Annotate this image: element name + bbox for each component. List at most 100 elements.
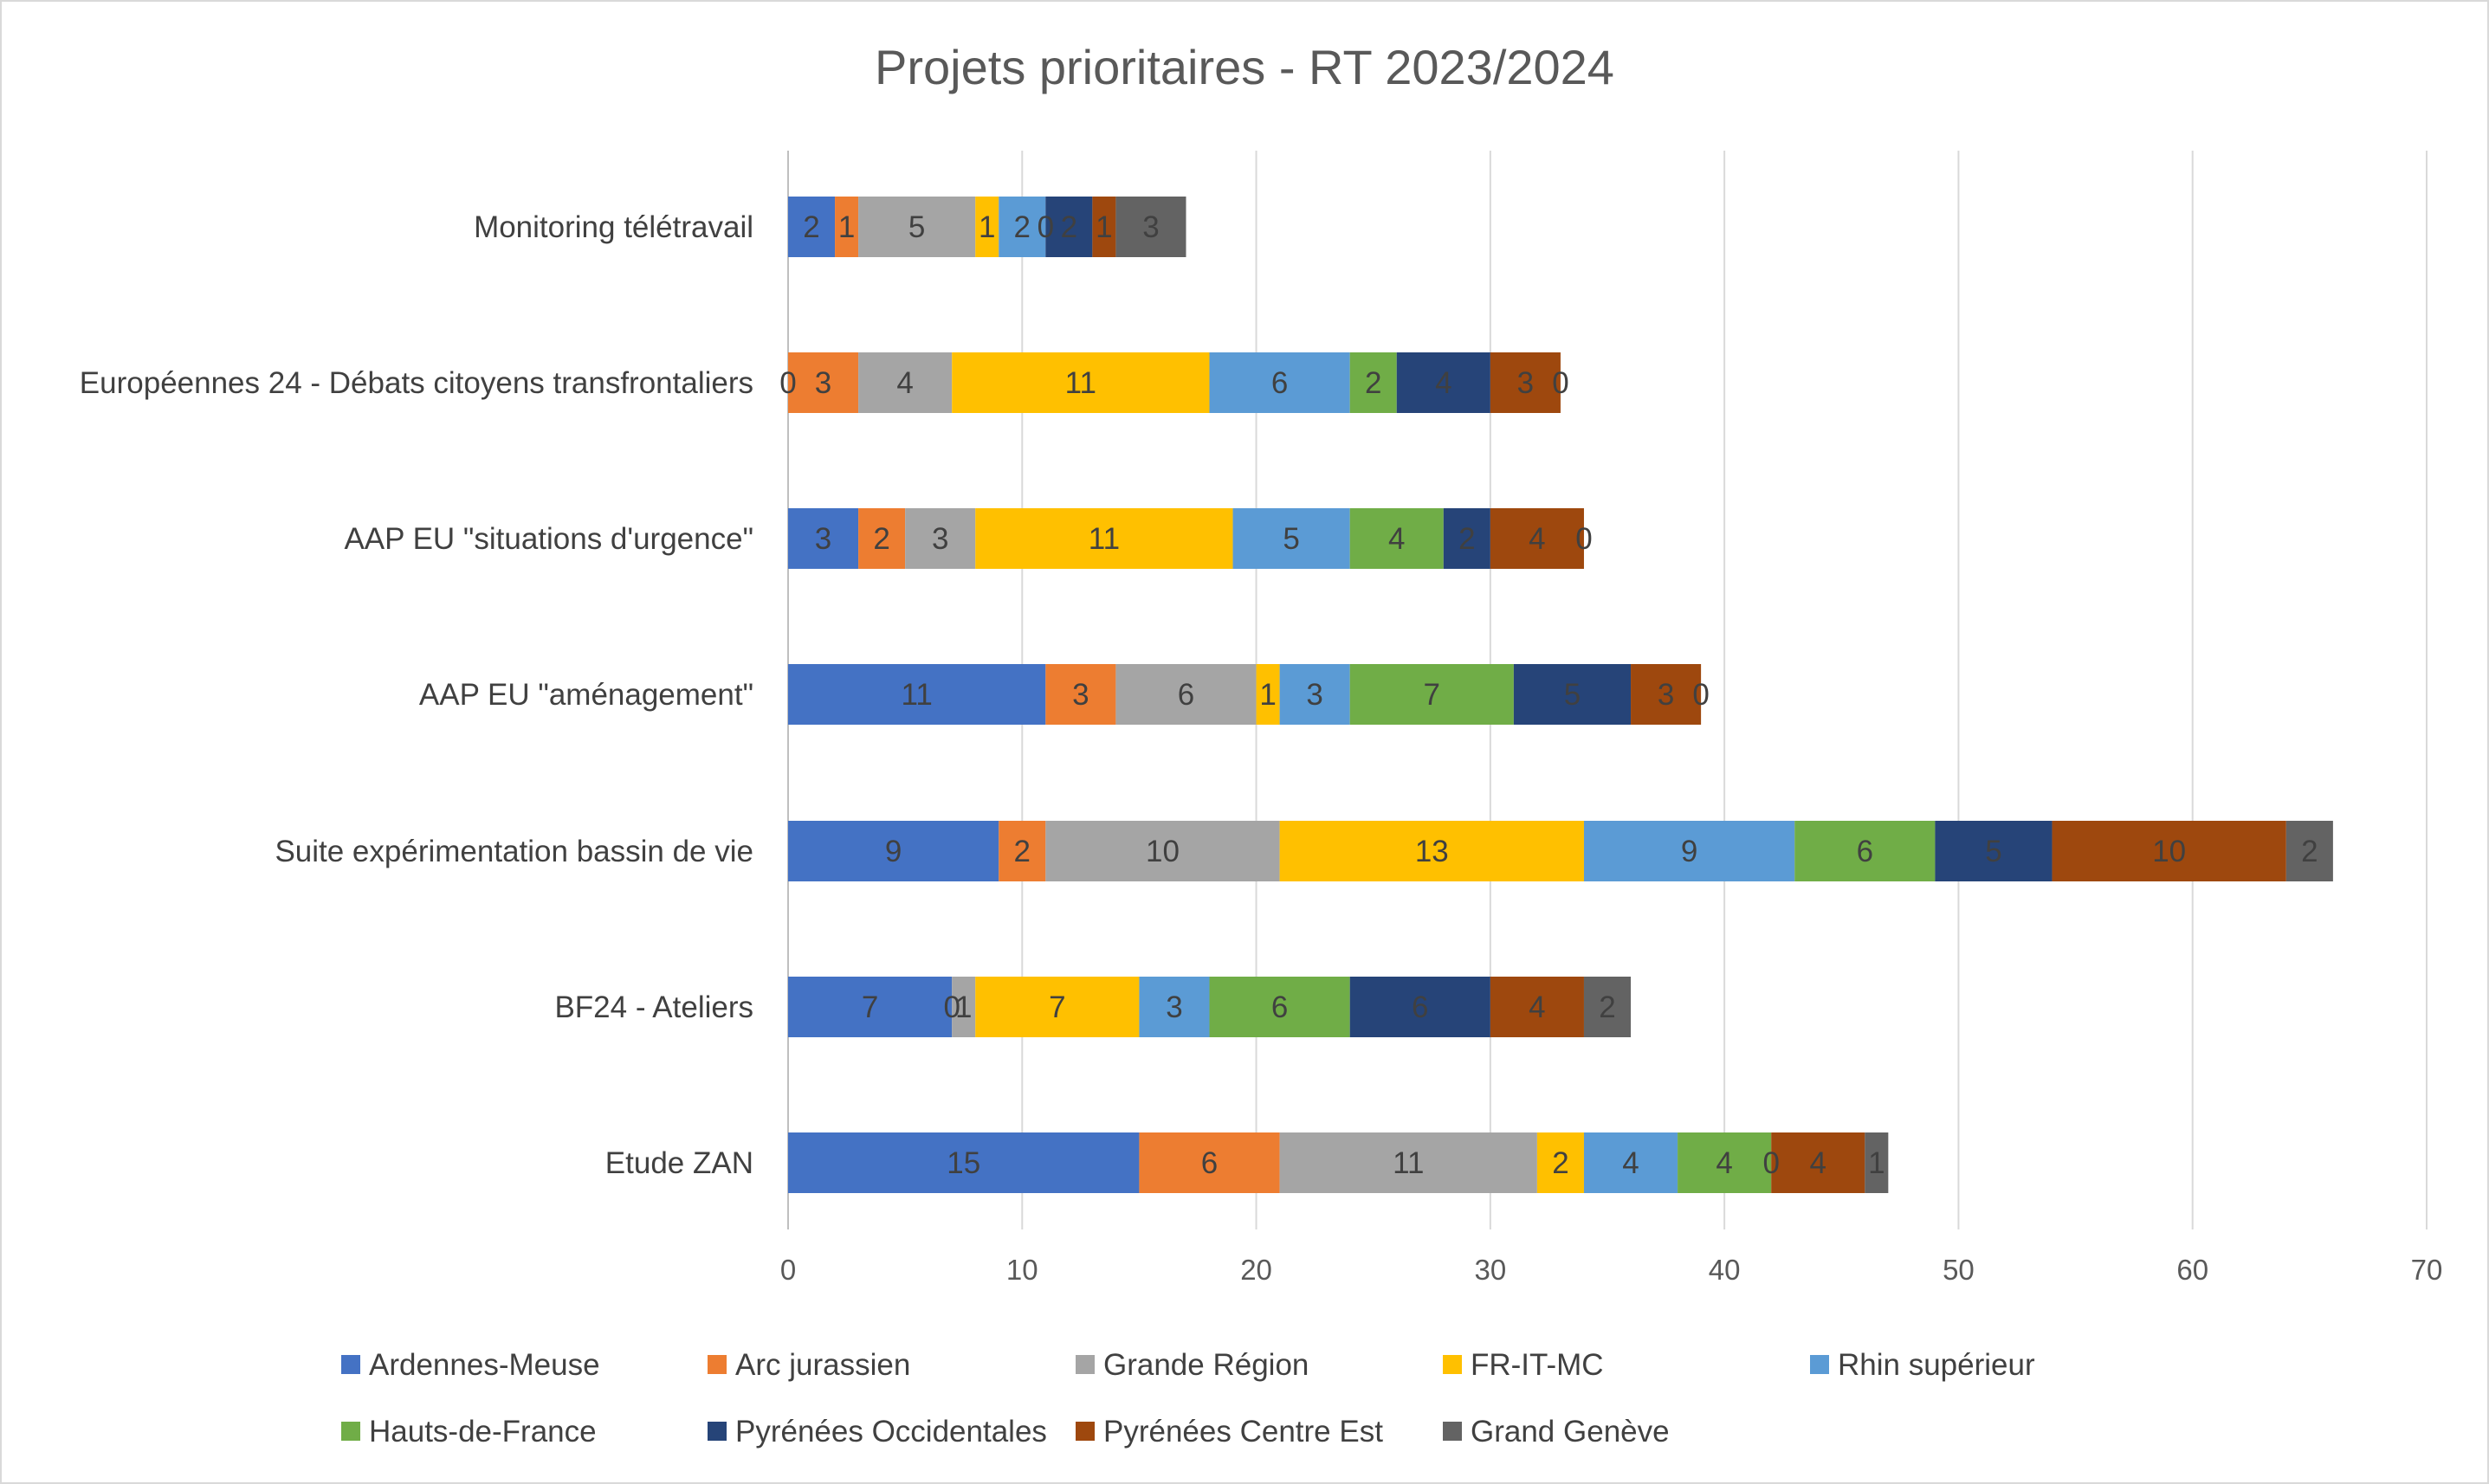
- bar-segment-grand-geneve: [1115, 197, 1186, 257]
- legend-swatch: [1076, 1355, 1095, 1374]
- data-label: 5: [1564, 678, 1581, 712]
- data-label: 10: [1146, 835, 1180, 868]
- legend-label: Arc jurassien: [735, 1348, 910, 1382]
- legend-item-fr-it-mc: FR-IT-MC: [1443, 1348, 1604, 1382]
- legend-label: FR-IT-MC: [1471, 1348, 1604, 1382]
- data-label: 3: [1072, 678, 1089, 712]
- x-tick-label: 60: [2176, 1254, 2208, 1286]
- legend-swatch: [1443, 1355, 1462, 1374]
- bar-segment-hauts-de-france: [1349, 664, 1514, 725]
- data-label: 4: [1388, 522, 1405, 556]
- data-label: 3: [932, 522, 948, 556]
- data-label: 1: [1096, 210, 1112, 244]
- data-label: 6: [1201, 1146, 1218, 1180]
- category-label: AAP EU "situations d'urgence": [344, 522, 753, 556]
- x-tick-label: 40: [1709, 1254, 1741, 1286]
- data-label: 6: [1178, 678, 1194, 712]
- data-label: 5: [1283, 522, 1299, 556]
- data-label: 11: [1065, 366, 1096, 400]
- data-label: 1: [1868, 1146, 1885, 1180]
- data-label: 9: [885, 835, 902, 868]
- bar-segment-pyrenees-centre-est: [1490, 977, 1584, 1037]
- data-label: 6: [1857, 835, 1873, 868]
- data-label: 2: [873, 522, 889, 556]
- data-label: 13: [1415, 835, 1449, 868]
- bar-segment-fr-it-mc: [975, 197, 999, 257]
- bar-segment-pyrenees-occidentales: [1349, 977, 1490, 1037]
- legend-label: Grande Région: [1103, 1348, 1309, 1382]
- data-label: 4: [1529, 522, 1545, 556]
- data-label: 2: [1365, 366, 1381, 400]
- data-label: 1: [955, 990, 972, 1024]
- legend-swatch: [708, 1422, 727, 1441]
- data-label: 0: [1038, 210, 1054, 244]
- legend-swatch: [341, 1355, 360, 1374]
- bar-segment-pyrenees-centre-est: [2052, 821, 2286, 881]
- bar-segment-fr-it-mc: [975, 977, 1140, 1037]
- data-label: 0: [1575, 522, 1592, 556]
- data-label: 4: [1529, 990, 1545, 1024]
- bar-segment-ardennes-meuse: [788, 821, 999, 881]
- legend-swatch: [341, 1422, 360, 1441]
- bar-segment-rhin-superieur: [1279, 664, 1350, 725]
- data-label: 7: [1049, 990, 1065, 1024]
- data-label: 3: [815, 522, 831, 556]
- data-label: 4: [1716, 1146, 1732, 1180]
- data-label: 7: [1424, 678, 1440, 712]
- legend-swatch: [1076, 1422, 1095, 1441]
- legend: Ardennes-Meuse Arc jurassien Grande Région…: [341, 1348, 2035, 1449]
- legend-swatch: [1810, 1355, 1829, 1374]
- bar-segment-rhin-superieur: [1583, 821, 1795, 881]
- bar-segment-grand-geneve: [1583, 977, 1632, 1037]
- bar-segment-hauts-de-france: [1678, 1132, 1772, 1193]
- data-label: 3: [1166, 990, 1182, 1024]
- data-label: 3: [815, 366, 831, 400]
- bar-segment-hauts-de-france: [1349, 352, 1397, 413]
- bar-segment-grande-region: [1045, 821, 1280, 881]
- bar-segment-fr-it-mc: [1256, 664, 1280, 725]
- bar-segment-ardennes-meuse: [788, 977, 953, 1037]
- bar-segment-rhin-superieur: [1139, 977, 1210, 1037]
- data-label: 2: [1014, 835, 1031, 868]
- bar-segment-grand-geneve: [1865, 1132, 1889, 1193]
- category-label: AAP EU "aménagement": [419, 678, 753, 712]
- data-label: 3: [1658, 678, 1674, 712]
- x-tick-label: 30: [1474, 1254, 1506, 1286]
- bar-segment-pyrenees-occidentales: [1935, 821, 2053, 881]
- data-label: 11: [901, 678, 932, 712]
- bar-segment-fr-it-mc: [1536, 1132, 1584, 1193]
- bar-segment-fr-it-mc: [952, 352, 1210, 413]
- data-label: 2: [2301, 835, 2318, 868]
- bar-segment-arc-jurassien: [858, 508, 906, 569]
- legend-swatch: [708, 1355, 727, 1374]
- data-label: 4: [896, 366, 913, 400]
- category-label: BF24 - Ateliers: [554, 990, 753, 1024]
- x-tick-label: 0: [780, 1254, 796, 1286]
- bar-segment-grand-geneve: [2285, 821, 2333, 881]
- category-label: Suite expérimentation bassin de vie: [275, 835, 753, 868]
- data-label: 10: [2152, 835, 2186, 868]
- bar-segment-pyrenees-occidentales: [1443, 508, 1490, 569]
- data-label: 1: [838, 210, 855, 244]
- data-label: 5: [1985, 835, 2001, 868]
- data-label: 4: [1622, 1146, 1639, 1180]
- legend-item-ardennes-meuse: Ardennes-Meuse: [341, 1348, 600, 1382]
- bar-segment-arc-jurassien: [999, 821, 1046, 881]
- legend-item-rhin-superieur: Rhin supérieur: [1810, 1348, 2035, 1382]
- category-labels: Monitoring télétravail Européennes 24 - D…: [80, 210, 753, 1180]
- bar-segment-hauts-de-france: [1794, 821, 1936, 881]
- data-label: 15: [947, 1146, 980, 1180]
- bar-segment-ardennes-meuse: [788, 197, 836, 257]
- legend-label: Pyrénées Occidentales: [735, 1415, 1047, 1449]
- bar-segment-pyrenees-centre-est: [1631, 664, 1702, 725]
- data-label: 3: [1517, 366, 1534, 400]
- data-label: 9: [1681, 835, 1697, 868]
- chart-title: Projets prioritaires - RT 2023/2024: [875, 40, 1614, 94]
- legend-item-hauts-de-france: Hauts-de-France: [341, 1415, 597, 1449]
- legend-label: Pyrénées Centre Est: [1103, 1415, 1383, 1449]
- data-label: 6: [1271, 990, 1288, 1024]
- bar-segment-pyrenees-centre-est: [1490, 508, 1584, 569]
- x-tick-label: 20: [1240, 1254, 1272, 1286]
